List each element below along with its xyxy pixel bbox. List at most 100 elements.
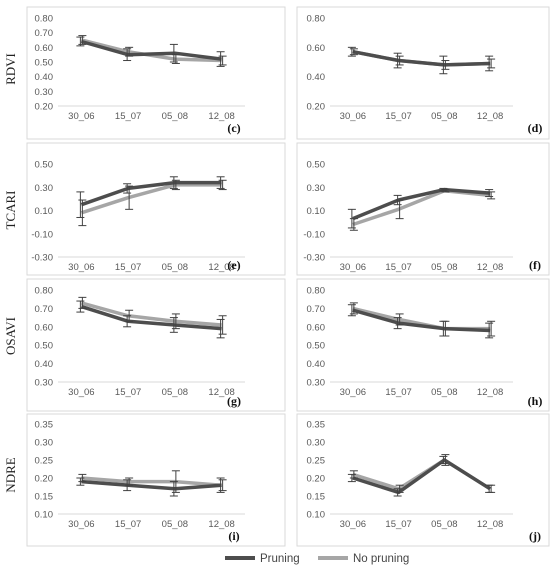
y-axis-label: TCARI	[3, 191, 18, 230]
series-line-pruning	[81, 479, 222, 491]
y-tick-label: -0.30	[303, 253, 325, 264]
error-bar	[171, 179, 180, 191]
y-tick-label: 0.10	[35, 510, 54, 521]
x-tick-label: 30_06	[68, 387, 94, 398]
x-tick-label: 30_06	[68, 519, 94, 530]
error-bar	[216, 176, 225, 189]
panel-frame	[26, 278, 286, 412]
error-bar	[125, 309, 134, 322]
y-tick-label: 0.80	[35, 286, 54, 297]
error-bar	[218, 179, 227, 191]
error-bar	[169, 317, 178, 333]
y-tick-label: 0.30	[35, 87, 54, 98]
error-bar	[78, 35, 87, 45]
y-tick-label: 0.70	[307, 304, 326, 315]
series-line-pruning	[352, 187, 491, 221]
panel-frame	[296, 278, 550, 412]
error-bar	[125, 185, 134, 210]
panel-frame	[296, 413, 550, 547]
chart-panel: 0.20 0.40 0.60 0.80 30_06 15_07 05_08 12_08	[296, 6, 550, 140]
y-tick-label: 0.30	[307, 183, 326, 194]
panel-letter: (f)	[529, 258, 541, 272]
error-bar	[218, 55, 227, 66]
panel-frame	[26, 413, 286, 547]
error-bar	[169, 481, 178, 497]
y-tick-label: 0.50	[307, 341, 326, 352]
chart-panel: 0.35 0.30 0.25 0.20 0.15 0.10 30_06 15_07 05_08 1…	[26, 413, 286, 547]
x-tick-label: 05_08	[431, 519, 457, 530]
series-line-pruning	[80, 39, 222, 61]
y-tick-label: 0.30	[307, 438, 326, 449]
error-bar	[169, 43, 178, 63]
x-tick-label: 15_07	[385, 387, 411, 398]
x-tick-label: 15_07	[115, 387, 141, 398]
x-tick-label: 12_08	[477, 262, 503, 273]
y-tick-label: -0.30	[31, 253, 53, 264]
panel-frame	[296, 142, 550, 276]
error-bar	[78, 473, 87, 483]
error-bar	[487, 58, 496, 69]
x-tick-label: 05_08	[431, 111, 457, 122]
panel-letter: (d)	[528, 121, 543, 135]
chart-panel: 0.20 0.30 0.40 0.50 0.60 0.70 0.80 30_06 15_07 05…	[26, 6, 286, 140]
x-tick-label: 05_08	[162, 262, 188, 273]
error-bar	[125, 477, 134, 486]
error-bar	[487, 191, 496, 200]
chart-panel: 0.80 0.70 0.60 0.50 0.40 0.30 30_06 15_07 05_08 1…	[26, 278, 286, 412]
y-tick-label: 0.20	[35, 102, 54, 113]
x-tick-label: 15_07	[115, 262, 141, 273]
y-tick-label: 0.10	[307, 206, 326, 217]
y-tick-label: 0.30	[307, 378, 326, 389]
error-bar	[349, 302, 358, 315]
x-tick-label: 12_08	[208, 111, 234, 122]
error-bar	[169, 176, 178, 189]
error-bar	[171, 470, 180, 493]
error-bar	[78, 199, 87, 227]
y-tick-label: -0.10	[31, 229, 53, 240]
y-tick-label: 0.50	[35, 341, 54, 352]
x-tick-label: 05_08	[431, 262, 457, 273]
error-bar	[218, 479, 227, 492]
error-bar	[76, 300, 85, 313]
y-tick-label: 0.15	[307, 492, 326, 503]
error-bar	[349, 48, 358, 56]
x-tick-label: 15_07	[385, 519, 411, 530]
series-line-no-pruning	[80, 183, 222, 215]
error-bar	[78, 296, 87, 309]
error-bar	[349, 470, 358, 479]
error-bar	[216, 477, 225, 493]
x-tick-label: 12_08	[208, 519, 234, 530]
y-tick-label: 0.80	[307, 14, 326, 25]
panel-letter: (j)	[529, 529, 541, 543]
error-bar	[349, 218, 358, 231]
error-bar	[487, 320, 496, 337]
y-tick-label: 0.40	[35, 359, 54, 370]
y-tick-label: 0.40	[307, 359, 326, 370]
y-tick-label: 0.50	[35, 160, 54, 171]
chart-panel: 0.50 0.30 0.10 -0.10 -0.30 30_06 15_07 05_08 12_…	[26, 142, 286, 276]
error-bar	[393, 317, 402, 330]
x-tick-label: 12_08	[208, 262, 234, 273]
x-tick-label: 30_06	[340, 262, 366, 273]
error-bar	[171, 313, 180, 330]
error-bar	[487, 484, 496, 493]
series-line-pruning	[352, 308, 491, 333]
x-tick-label: 15_07	[385, 262, 411, 273]
x-tick-label: 30_06	[68, 111, 94, 122]
error-bar	[439, 55, 448, 75]
series-line-pruning	[80, 304, 222, 331]
panel-letter: (c)	[227, 121, 240, 135]
panel-frame	[296, 6, 550, 140]
error-bar	[441, 320, 450, 337]
error-bar	[123, 183, 132, 194]
error-bar	[441, 454, 450, 466]
y-tick-label: 0.40	[35, 72, 54, 83]
error-bar	[216, 51, 225, 67]
error-bar	[218, 315, 227, 335]
chart-panel: 0.50 0.30 0.10 -0.10 -0.30 30_06 15_07 05_08 12_…	[296, 142, 550, 276]
y-axis-label: NDRE	[3, 457, 18, 492]
y-tick-label: 0.40	[307, 72, 326, 83]
x-tick-label: 30_06	[68, 262, 94, 273]
x-tick-label: 12_08	[208, 387, 234, 398]
